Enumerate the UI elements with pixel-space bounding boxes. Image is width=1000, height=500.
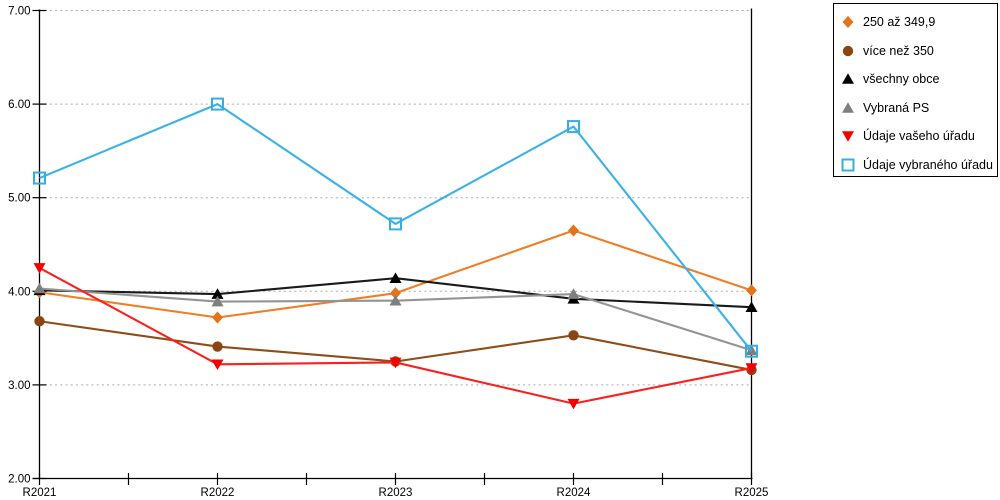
marker-diamond bbox=[390, 287, 401, 300]
marker-diamond bbox=[746, 284, 757, 297]
x-category-label: R2023 bbox=[379, 487, 413, 499]
marker-square-open bbox=[745, 344, 758, 358]
marker-triangle-up bbox=[567, 288, 580, 299]
legend-item-4[interactable]: Údaje vašeho úřadu bbox=[834, 122, 997, 151]
marker-diamond bbox=[842, 16, 854, 29]
marker-triangle-down bbox=[389, 357, 402, 369]
marker-diamond bbox=[568, 224, 579, 237]
diamond-icon bbox=[842, 16, 854, 29]
x-category-label: R2025 bbox=[735, 487, 769, 499]
x-category-label: R2021 bbox=[23, 487, 57, 499]
x-category-label: R2022 bbox=[201, 487, 235, 499]
y-tick-label: 3.00 bbox=[8, 380, 30, 392]
y-tick-label: 2.00 bbox=[8, 474, 30, 486]
legend-label: Vybraná PS bbox=[863, 100, 930, 115]
marker-triangle-up bbox=[389, 294, 402, 306]
marker-square-open bbox=[33, 171, 46, 185]
y-tick-label: 6.00 bbox=[8, 99, 30, 111]
triangle-down-icon bbox=[842, 131, 854, 143]
y-tick-label: 5.00 bbox=[8, 193, 30, 205]
series-3 bbox=[33, 282, 758, 356]
marker-square-open bbox=[389, 217, 402, 231]
series-0 bbox=[34, 224, 757, 324]
marker-square-open bbox=[841, 158, 855, 172]
circle-icon bbox=[842, 45, 854, 56]
legend-label: Údaje vašeho úřadu bbox=[863, 129, 975, 144]
marker-triangle-up bbox=[211, 288, 224, 299]
x-category-label: R2024 bbox=[557, 487, 591, 499]
marker-diamond bbox=[212, 311, 223, 324]
marker-circle bbox=[568, 330, 579, 341]
marker-circle bbox=[212, 341, 223, 352]
marker-circle bbox=[34, 316, 45, 327]
series-5 bbox=[33, 97, 758, 358]
marker-triangle-up bbox=[389, 272, 402, 283]
marker-triangle-down bbox=[33, 263, 46, 274]
marker-circle bbox=[842, 45, 854, 56]
legend-label: všechny obce bbox=[863, 72, 940, 87]
legend-item-5[interactable]: Údaje vybraného úřadu bbox=[834, 151, 997, 180]
series-line bbox=[39, 103, 753, 352]
triangle-up-icon bbox=[842, 73, 854, 85]
legend-label: Údaje vybraného úřadu bbox=[863, 157, 993, 172]
marker-triangle-up bbox=[745, 301, 758, 313]
marker-triangle-up bbox=[211, 295, 224, 307]
marker-triangle-down bbox=[567, 398, 580, 410]
series-4 bbox=[33, 263, 758, 410]
legend: 250 až 349,9 více než 350 všechny obce Vybr… bbox=[833, 3, 998, 177]
triangle-up-icon bbox=[842, 101, 854, 113]
legend-item-3[interactable]: Vybraná PS bbox=[834, 94, 997, 123]
marker-triangle-down bbox=[745, 363, 758, 374]
legend-item-1[interactable]: více než 350 bbox=[834, 37, 997, 66]
marker-square-open bbox=[567, 120, 580, 134]
marker-triangle-down bbox=[842, 131, 854, 143]
y-tick-label: 7.00 bbox=[8, 6, 30, 18]
legend-label: 250 až 349,9 bbox=[863, 15, 936, 30]
legend-item-2[interactable]: všechny obce bbox=[834, 65, 997, 94]
marker-triangle-down bbox=[211, 359, 224, 371]
marker-square-open bbox=[211, 97, 224, 111]
marker-triangle-up bbox=[842, 101, 854, 113]
legend-item-0[interactable]: 250 až 349,9 bbox=[834, 8, 997, 37]
marker-triangle-up bbox=[33, 282, 46, 294]
y-tick-label: 4.00 bbox=[8, 286, 30, 298]
marker-triangle-up bbox=[842, 73, 854, 85]
square-open-icon bbox=[841, 158, 855, 172]
legend-label: více než 350 bbox=[863, 43, 934, 58]
